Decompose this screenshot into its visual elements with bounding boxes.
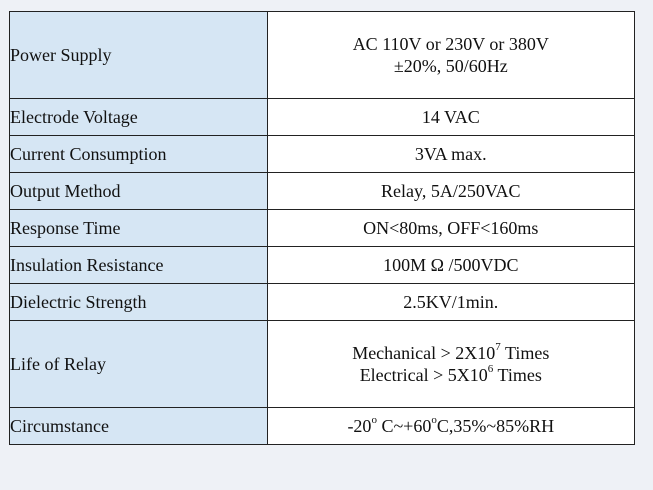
relay-mechanical-life: Mechanical > 2X107 Times [268, 340, 634, 365]
row-label: Output Method [9, 172, 268, 210]
table-row: Current Consumption 3VA max. [9, 135, 636, 173]
row-label: Life of Relay [9, 320, 268, 408]
row-value: 2.5KV/1min. [266, 283, 636, 321]
table-row: Insulation Resistance 100M Ω /500VDC [9, 246, 636, 284]
table-row: Dielectric Strength 2.5KV/1min. [9, 283, 636, 321]
table-row: Output Method Relay, 5A/250VAC [9, 172, 636, 210]
row-value: 14 VAC [266, 98, 636, 136]
table-row: Power Supply AC 110V or 230V or 380V ±20… [9, 11, 636, 99]
table-row: Electrode Voltage 14 VAC [9, 98, 636, 136]
row-label: Power Supply [9, 11, 268, 99]
degree-mark: o [371, 413, 377, 426]
row-label: Electrode Voltage [9, 98, 268, 136]
row-value: Relay, 5A/250VAC [266, 172, 636, 210]
row-label: Response Time [9, 209, 268, 247]
mechanical-prefix: Mechanical > 2X10 [352, 342, 496, 363]
circumstance-part-2: C~+60 [376, 415, 432, 436]
row-value: ON<80ms, OFF<160ms [266, 209, 636, 247]
table-row: Life of Relay Mechanical > 2X107 Times E… [9, 320, 636, 408]
mechanical-suffix: Times [500, 342, 550, 363]
table-row: Circumstance -20o C~+60oC,35%~85%RH [9, 407, 636, 445]
row-label: Dielectric Strength [9, 283, 268, 321]
row-value: AC 110V or 230V or 380V ±20%, 50/60Hz [266, 11, 636, 99]
electrical-suffix: Times [493, 365, 542, 385]
row-value: 3VA max. [266, 135, 636, 173]
row-label: Insulation Resistance [9, 246, 268, 284]
electrical-exponent: 6 [487, 363, 494, 375]
electrical-prefix: Electrical > 5X10 [359, 365, 488, 385]
specification-table: Power Supply AC 110V or 230V or 380V ±20… [9, 11, 636, 445]
circumstance-part-3: C,35%~85%RH [436, 415, 555, 436]
row-value: 100M Ω /500VDC [266, 246, 636, 284]
row-label: Current Consumption [9, 135, 268, 173]
row-label: Circumstance [9, 407, 268, 445]
circumstance-part-1: -20 [347, 415, 372, 436]
power-supply-line-2: ±20%, 50/60Hz [393, 56, 508, 76]
degree-mark: o [431, 413, 437, 426]
row-value: Mechanical > 2X107 Times Electrical > 5X… [266, 320, 636, 408]
table-row: Response Time ON<80ms, OFF<160ms [9, 209, 636, 247]
mechanical-exponent: 7 [495, 340, 501, 353]
row-value: -20o C~+60oC,35%~85%RH [266, 407, 636, 445]
relay-electrical-life: Electrical > 5X106 Times [268, 363, 634, 387]
power-supply-line-1: AC 110V or 230V or 380V [352, 33, 549, 54]
